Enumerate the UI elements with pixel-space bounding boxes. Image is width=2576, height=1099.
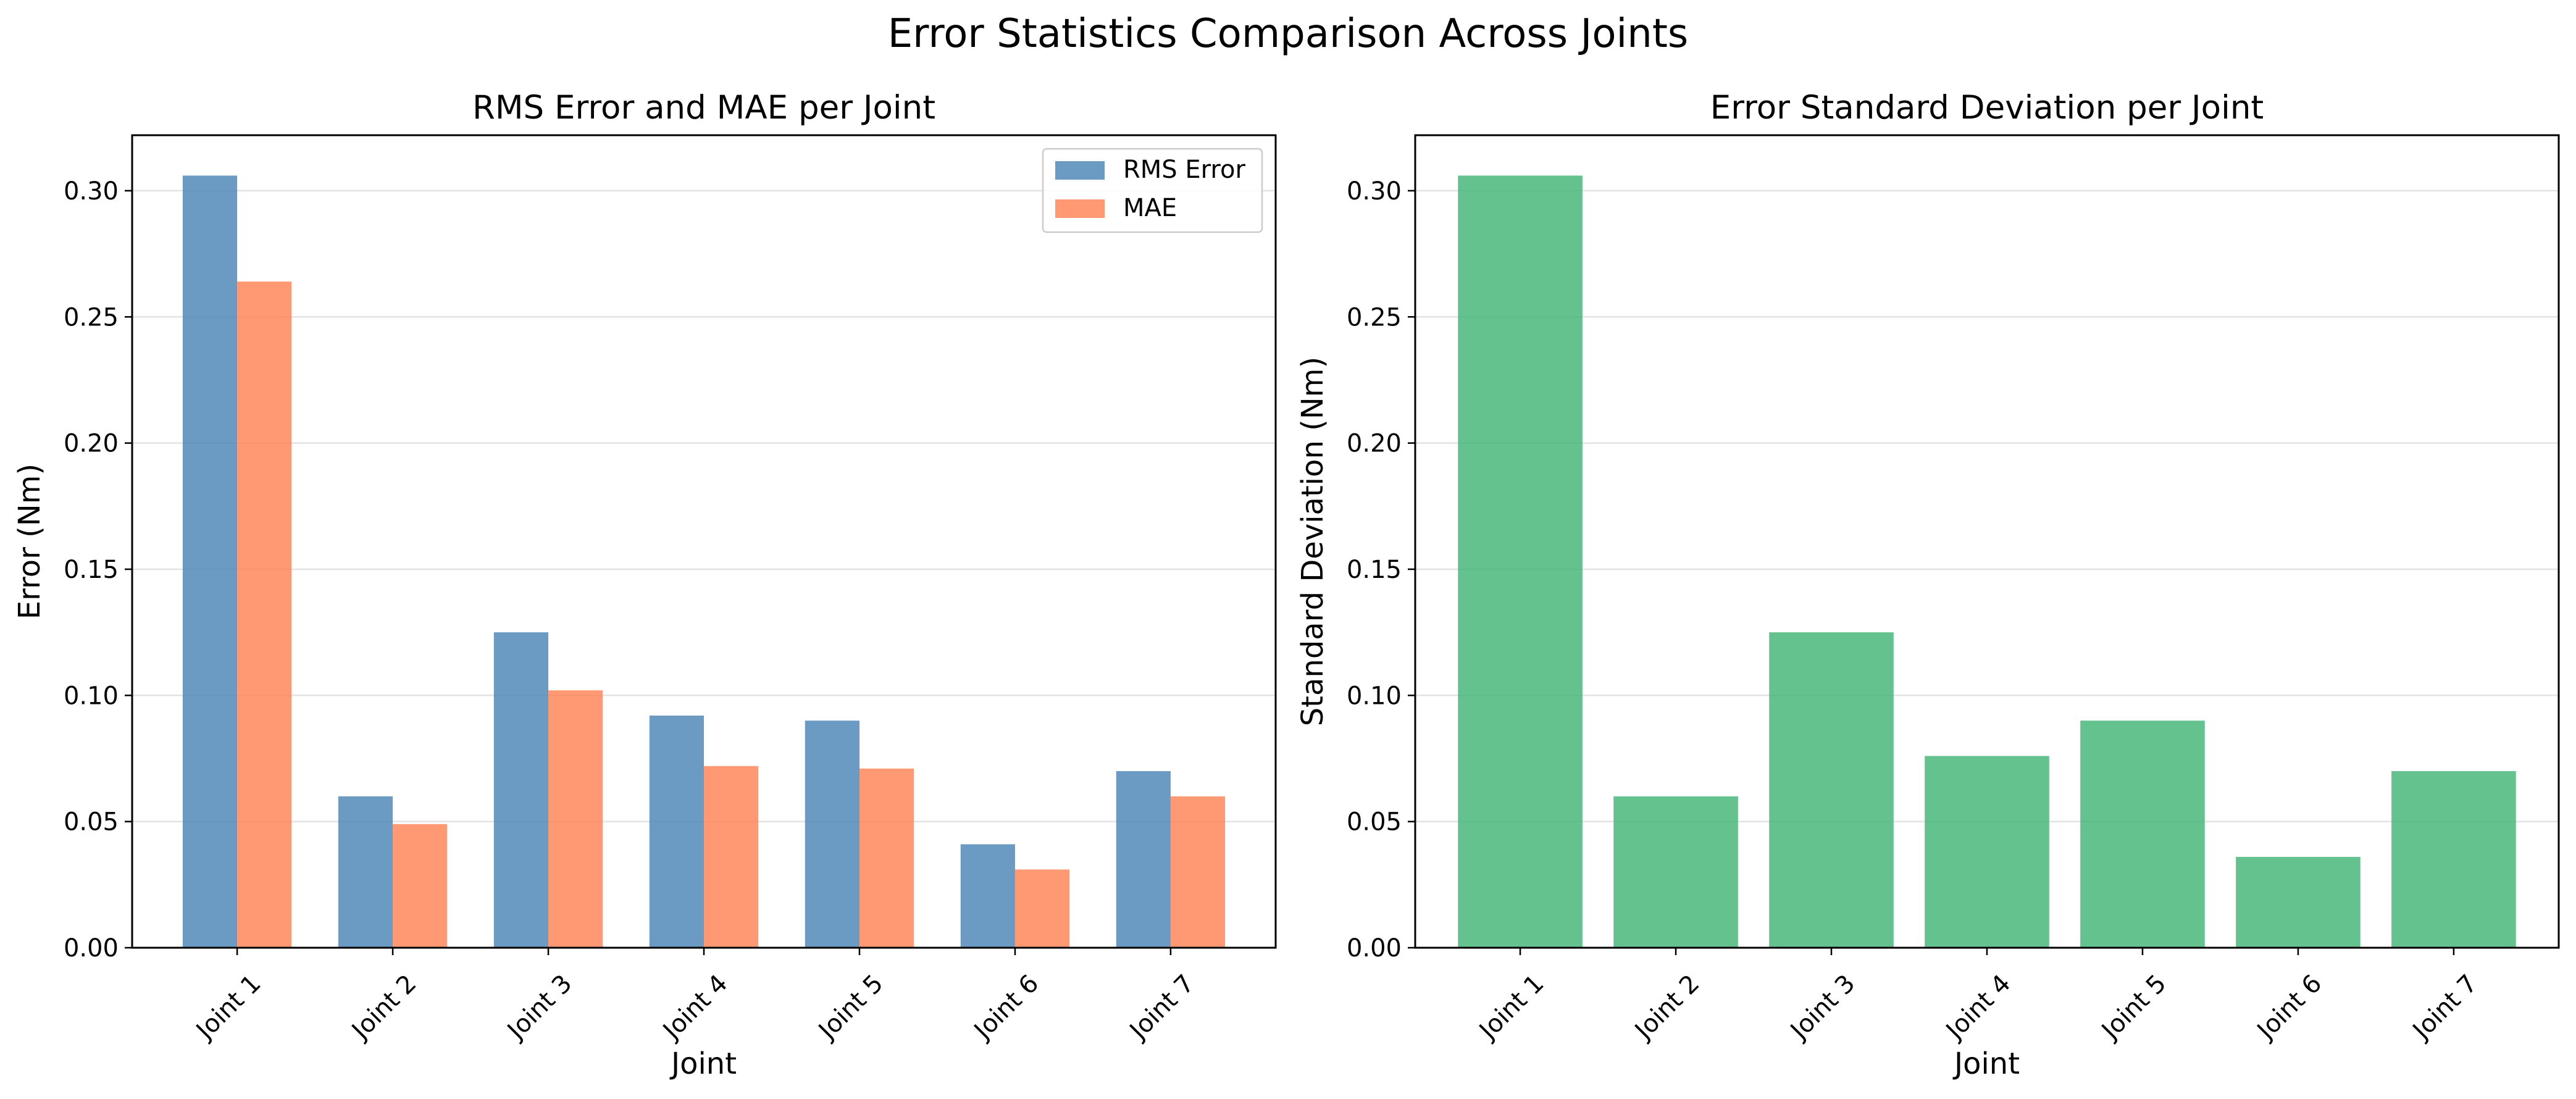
x-tick-label: Joint 6 xyxy=(968,969,1044,1046)
bar-rms-error xyxy=(960,844,1015,948)
bar-mae xyxy=(1170,796,1226,948)
axes-title: RMS Error and MAE per Joint xyxy=(472,89,935,127)
y-tick-label: 0.05 xyxy=(64,808,119,837)
legend-swatch xyxy=(1055,161,1105,180)
legend-swatch xyxy=(1055,199,1105,218)
bar-mae xyxy=(393,824,448,948)
x-tick-label: Joint 6 xyxy=(2251,969,2327,1046)
y-tick-label: 0.00 xyxy=(64,934,119,963)
y-tick-label: 0.10 xyxy=(1347,682,1402,710)
bar-rms-error xyxy=(182,175,238,948)
y-axis-label: Standard Deviation (Nm) xyxy=(1295,357,1330,727)
x-tick-label: Joint 1 xyxy=(1473,969,1549,1046)
y-tick-label: 0.20 xyxy=(1347,430,1402,458)
bar xyxy=(2236,856,2361,948)
y-tick-label: 0.30 xyxy=(1347,177,1402,206)
bar-rms-error xyxy=(338,796,393,948)
x-tick-label: Joint 4 xyxy=(656,969,733,1046)
bar xyxy=(2080,721,2205,948)
figure-title: Error Statistics Comparison Across Joint… xyxy=(888,11,1689,57)
legend-label: MAE xyxy=(1123,194,1177,222)
x-tick-label: Joint 7 xyxy=(1123,969,1200,1046)
legend-label: RMS Error xyxy=(1123,156,1245,184)
y-tick-label: 0.30 xyxy=(64,177,119,206)
bar-rms-error xyxy=(493,632,549,948)
x-tick-label: Joint 5 xyxy=(812,969,889,1046)
y-tick-label: 0.05 xyxy=(1347,808,1402,837)
bar xyxy=(1458,175,1583,948)
x-tick-label: Joint 5 xyxy=(2095,969,2172,1046)
bar xyxy=(1925,756,2049,948)
y-tick-label: 0.00 xyxy=(1347,934,1402,963)
y-tick-label: 0.15 xyxy=(1347,556,1402,584)
y-tick-label: 0.20 xyxy=(64,430,119,458)
x-tick-label: Joint 3 xyxy=(1784,969,1860,1046)
x-tick-label: Joint 7 xyxy=(2406,969,2483,1046)
x-tick-label: Joint 3 xyxy=(501,969,577,1046)
bar-rms-error xyxy=(805,721,859,948)
bar-mae xyxy=(1014,869,1070,948)
bar-mae xyxy=(859,768,914,948)
chart-panel-2: 0.00 0.05 0.10 0.15 0.20 0.25 0.30 Joint 1 Joint… xyxy=(1295,89,2560,1081)
x-tick-label: Joint 2 xyxy=(345,969,422,1046)
bar-mae xyxy=(237,282,292,948)
bar-rms-error xyxy=(649,716,704,948)
bar xyxy=(1613,796,1738,948)
bar-mae xyxy=(704,766,759,948)
x-axis-label: Joint xyxy=(1952,1047,2020,1081)
bar-mae xyxy=(548,690,603,948)
bar xyxy=(1769,632,1894,948)
y-tick-label: 0.25 xyxy=(1347,303,1402,332)
x-axis-label: Joint xyxy=(669,1047,737,1081)
bar xyxy=(2391,771,2516,948)
chart-panel-1: 0.00 0.05 0.10 0.15 0.20 0.25 0.30 Joint 1 Joint… xyxy=(12,89,1277,1081)
bar-rms-error xyxy=(1116,771,1171,948)
x-tick-label: Joint 2 xyxy=(1628,969,1705,1046)
y-tick-label: 0.10 xyxy=(64,682,119,710)
legend: RMS Error MAE xyxy=(1042,148,1263,233)
y-axis-label: Error (Nm) xyxy=(12,464,47,619)
axes-title: Error Standard Deviation per Joint xyxy=(1710,89,2264,127)
y-tick-label: 0.25 xyxy=(64,303,119,332)
x-tick-label: Joint 1 xyxy=(190,969,266,1046)
x-tick-label: Joint 4 xyxy=(1939,969,2016,1046)
y-tick-label: 0.15 xyxy=(64,556,119,584)
